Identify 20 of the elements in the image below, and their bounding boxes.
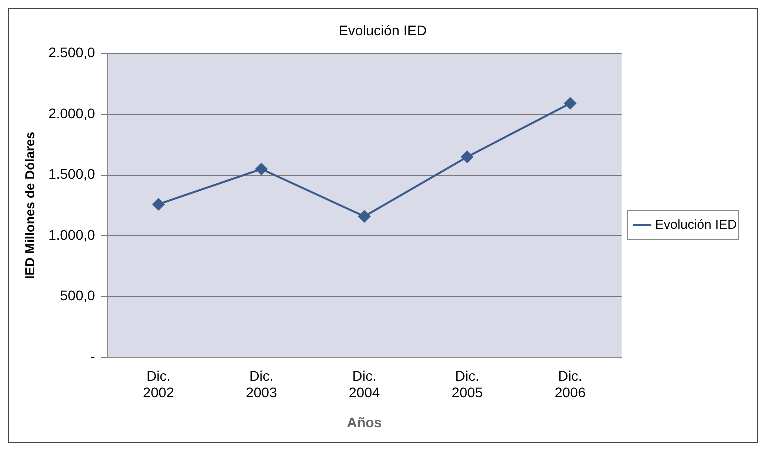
chart-title: Evolución IED — [339, 22, 427, 38]
point — [152, 198, 165, 210]
y-axis-title: IED Millones de Dólares — [22, 132, 38, 280]
y-tick-label: 500,0 — [60, 288, 96, 304]
x-tick-label: Dic. 2006 — [554, 368, 586, 401]
y-tick-label: 2.500,0 — [48, 44, 96, 61]
x-tick-label: Dic. 2003 — [246, 368, 278, 401]
y-tick-label: 1.500,0 — [48, 166, 96, 182]
x-tick-label: Dic. 2004 — [349, 368, 380, 401]
point — [564, 98, 576, 110]
x-tick-label: Dic. 2002 — [143, 368, 175, 401]
x-axis-title: Años — [347, 414, 382, 430]
y-tick-label: - — [90, 348, 96, 364]
point — [256, 163, 268, 176]
point — [358, 210, 371, 223]
point — [461, 151, 474, 164]
y-tick-label: 1.000,0 — [48, 226, 96, 243]
y-tick-label: 2.000,0 — [48, 105, 96, 122]
x-tick-label: Dic. 2005 — [452, 368, 484, 401]
legend-label: Evolución IED — [655, 217, 738, 232]
